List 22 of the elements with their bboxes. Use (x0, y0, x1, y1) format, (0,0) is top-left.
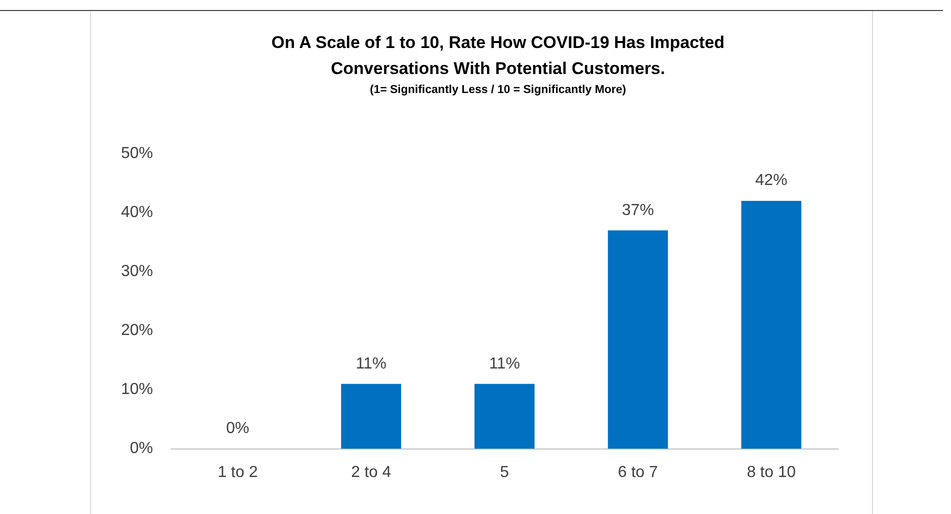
y-tick-label: 40% (120, 204, 154, 222)
y-tick-label: 20% (120, 322, 154, 340)
bar (474, 384, 535, 449)
chart-subtitle: (1= Significantly Less / 10 = Significantly More) (368, 84, 628, 96)
x-tick-label: 5 (500, 464, 510, 481)
y-tick-label: 0% (130, 440, 154, 458)
bar (341, 384, 402, 449)
data-label: 37% (622, 202, 654, 219)
x-tick-label: 1 to 2 (218, 464, 258, 481)
y-tick-label: 30% (120, 263, 154, 280)
data-label: 0% (226, 420, 250, 438)
y-tick-label: 10% (120, 381, 154, 398)
data-label: 11% (489, 355, 520, 372)
data-label: 42% (755, 172, 788, 190)
data-label: 11% (356, 355, 387, 372)
x-tick-label: 8 to 10 (746, 464, 796, 481)
bar (608, 230, 668, 449)
chart-title: On A Scale of 1 to 10, Rate How COVID-19 Has Impacted Conversations With Potential Customers. (270, 32, 726, 80)
x-tick-label: 2 to 4 (351, 464, 392, 481)
x-tick-label: 6 to 7 (618, 464, 658, 481)
bar (741, 200, 802, 449)
y-tick-label: 50% (120, 145, 154, 162)
